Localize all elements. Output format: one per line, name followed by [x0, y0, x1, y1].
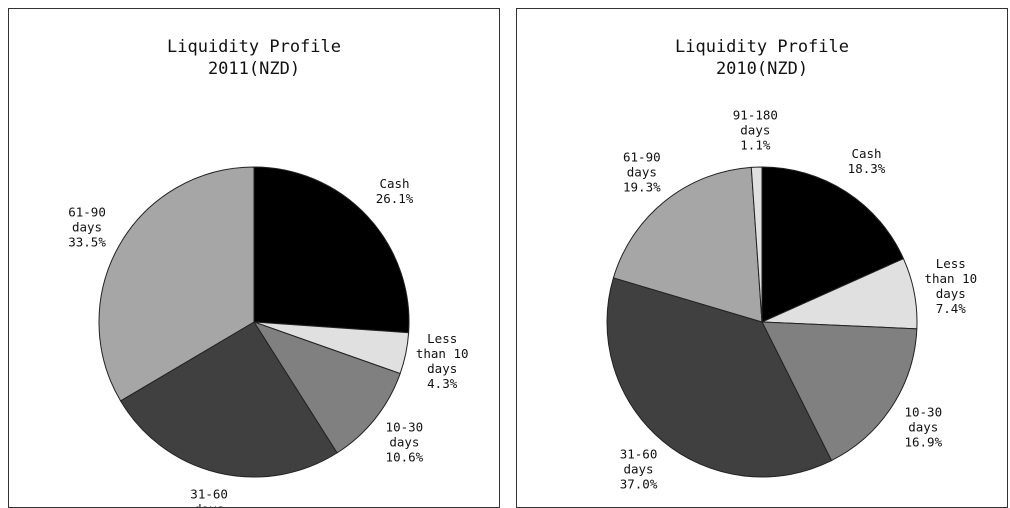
slice-category: 31-60 days — [190, 486, 228, 507]
slice-label: 61-90 days 19.3% — [605, 150, 679, 195]
pie-slice — [761, 166, 905, 323]
slice-value: 16.9% — [904, 434, 943, 449]
slice-label: Less than 10 days 4.3% — [414, 331, 471, 391]
slice-label: Cash 18.3% — [848, 146, 886, 176]
pie-slice — [612, 166, 763, 323]
slice-label: 91-180 days 1.1% — [718, 107, 792, 152]
slice-value: 33.5% — [68, 234, 106, 250]
slice-value: 7.4% — [935, 300, 966, 316]
chart-subtitle: 2011(NZD) — [207, 59, 301, 79]
pie-slice — [252, 321, 401, 454]
chart-title: Liquidity Profile — [675, 37, 849, 57]
slice-label: 61-90 days 33.5% — [50, 204, 124, 249]
slice-category: 61-90 days — [623, 149, 661, 180]
slice-value: 1.1% — [740, 137, 771, 153]
slice-value: 4.3% — [427, 375, 458, 391]
slice-value: 37.0% — [619, 476, 658, 492]
slice-value: 26.1% — [375, 190, 414, 206]
slice-value: 18.3% — [847, 160, 886, 176]
pie-slice — [750, 166, 763, 323]
slice-label: 10-30 days 10.6% — [367, 419, 441, 464]
chart-panel: Liquidity Profile 2010(NZD) Cash 18.3% Less … — [516, 8, 1008, 508]
slice-category: 31-60 days — [619, 446, 658, 477]
chart-panel: Liquidity Profile 2011(NZD) Cash 26.1% Less … — [8, 8, 500, 508]
slice-category: 91-180 days — [732, 107, 778, 138]
pie-slice — [253, 166, 410, 334]
slice-value: 19.3% — [623, 179, 661, 195]
slice-label: 10-30 days 16.9% — [886, 404, 960, 449]
slice-category: 61-90 days — [68, 204, 106, 235]
pie-slice — [606, 277, 833, 478]
slice-category: 10-30 days — [904, 404, 943, 434]
slice-category: Cash — [851, 145, 882, 161]
slice-value: 10.6% — [385, 449, 424, 465]
slice-label: Less than 10 days 7.4% — [923, 256, 979, 316]
slice-label: 31-60 days25.5% — [172, 486, 246, 507]
pie — [606, 166, 918, 478]
chart-subtitle: 2010(NZD) — [715, 59, 809, 79]
pie — [98, 166, 410, 478]
slice-label: Cash 26.1% — [376, 176, 414, 206]
chart-title: Liquidity Profile — [167, 37, 341, 57]
slice-category: Cash — [379, 175, 410, 191]
pie-slice — [98, 166, 255, 402]
slice-category: 10-30 days — [385, 419, 424, 450]
slice-category: Less than 10 days — [924, 255, 978, 301]
pie-slice — [761, 321, 918, 462]
slice-label: 31-60 days 37.0% — [602, 447, 676, 492]
pie-slice — [119, 321, 338, 478]
slice-category: Less than 10 days — [415, 330, 469, 376]
